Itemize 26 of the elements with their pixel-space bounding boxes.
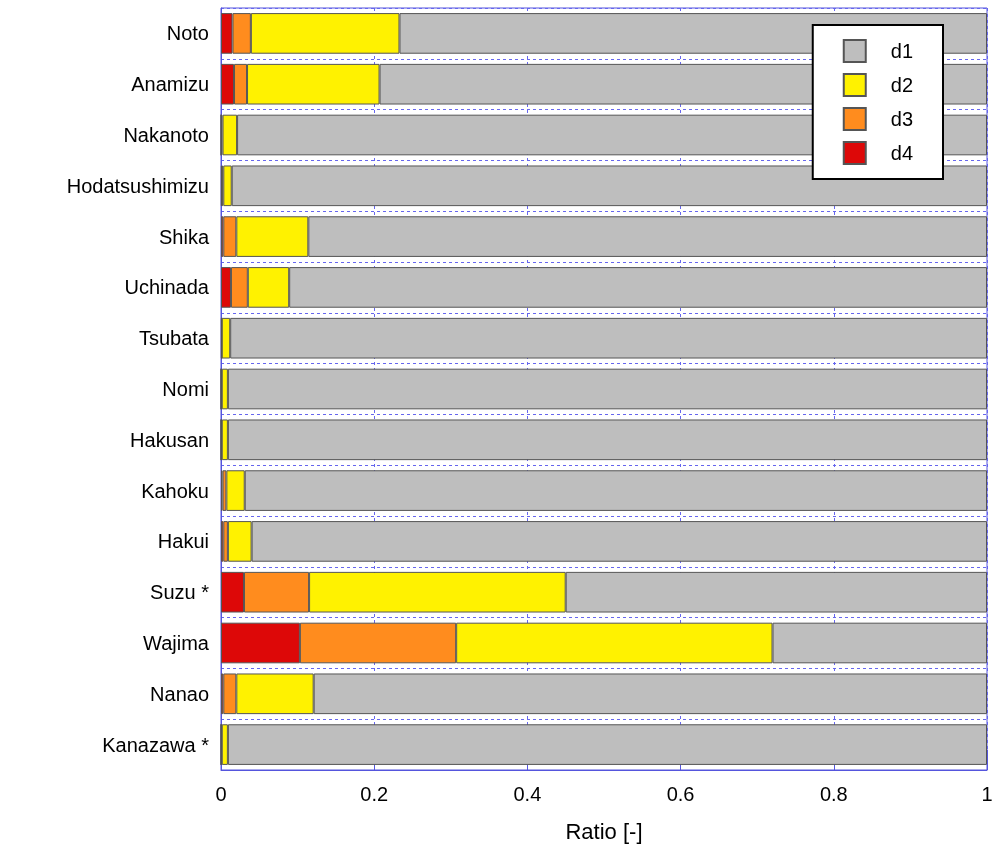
y-tick-label: Suzu *	[150, 581, 210, 604]
y-tick-label: Uchinada	[124, 276, 210, 299]
y-tick-label: Kanazawa *	[102, 733, 210, 756]
y-tick-label: Hakui	[157, 530, 209, 553]
y-tick-label: Hodatsushimizu	[66, 174, 209, 197]
x-tick-label: 1	[981, 783, 993, 805]
y-tick-label: Tsubata	[138, 327, 210, 350]
y-tick-label: Nakanoto	[123, 124, 209, 146]
legend-label: d1	[890, 40, 913, 62]
x-tick-label: 0.6	[666, 783, 695, 805]
x-axis-title: Ratio [-]	[565, 818, 643, 844]
y-tick-label: Anamizu	[131, 73, 209, 96]
x-tick-label: 0.4	[513, 783, 542, 805]
legend-label: d3	[890, 108, 913, 130]
y-tick-label: Shika	[158, 225, 210, 248]
y-tick-label: Noto	[166, 22, 209, 45]
y-tick-label: Kahoku	[141, 479, 209, 502]
y-tick-label: Nomi	[162, 378, 209, 400]
legend-label: d2	[890, 74, 913, 96]
y-tick-label: Nanao	[150, 682, 209, 705]
legend-label: d4	[890, 142, 913, 164]
y-tick-label: Hakusan	[130, 428, 209, 451]
x-tick-label: 0.2	[360, 783, 389, 805]
x-tick-label: 0	[215, 783, 227, 805]
x-tick-label: 0.8	[819, 783, 848, 805]
y-tick-label: Wajima	[143, 632, 210, 654]
